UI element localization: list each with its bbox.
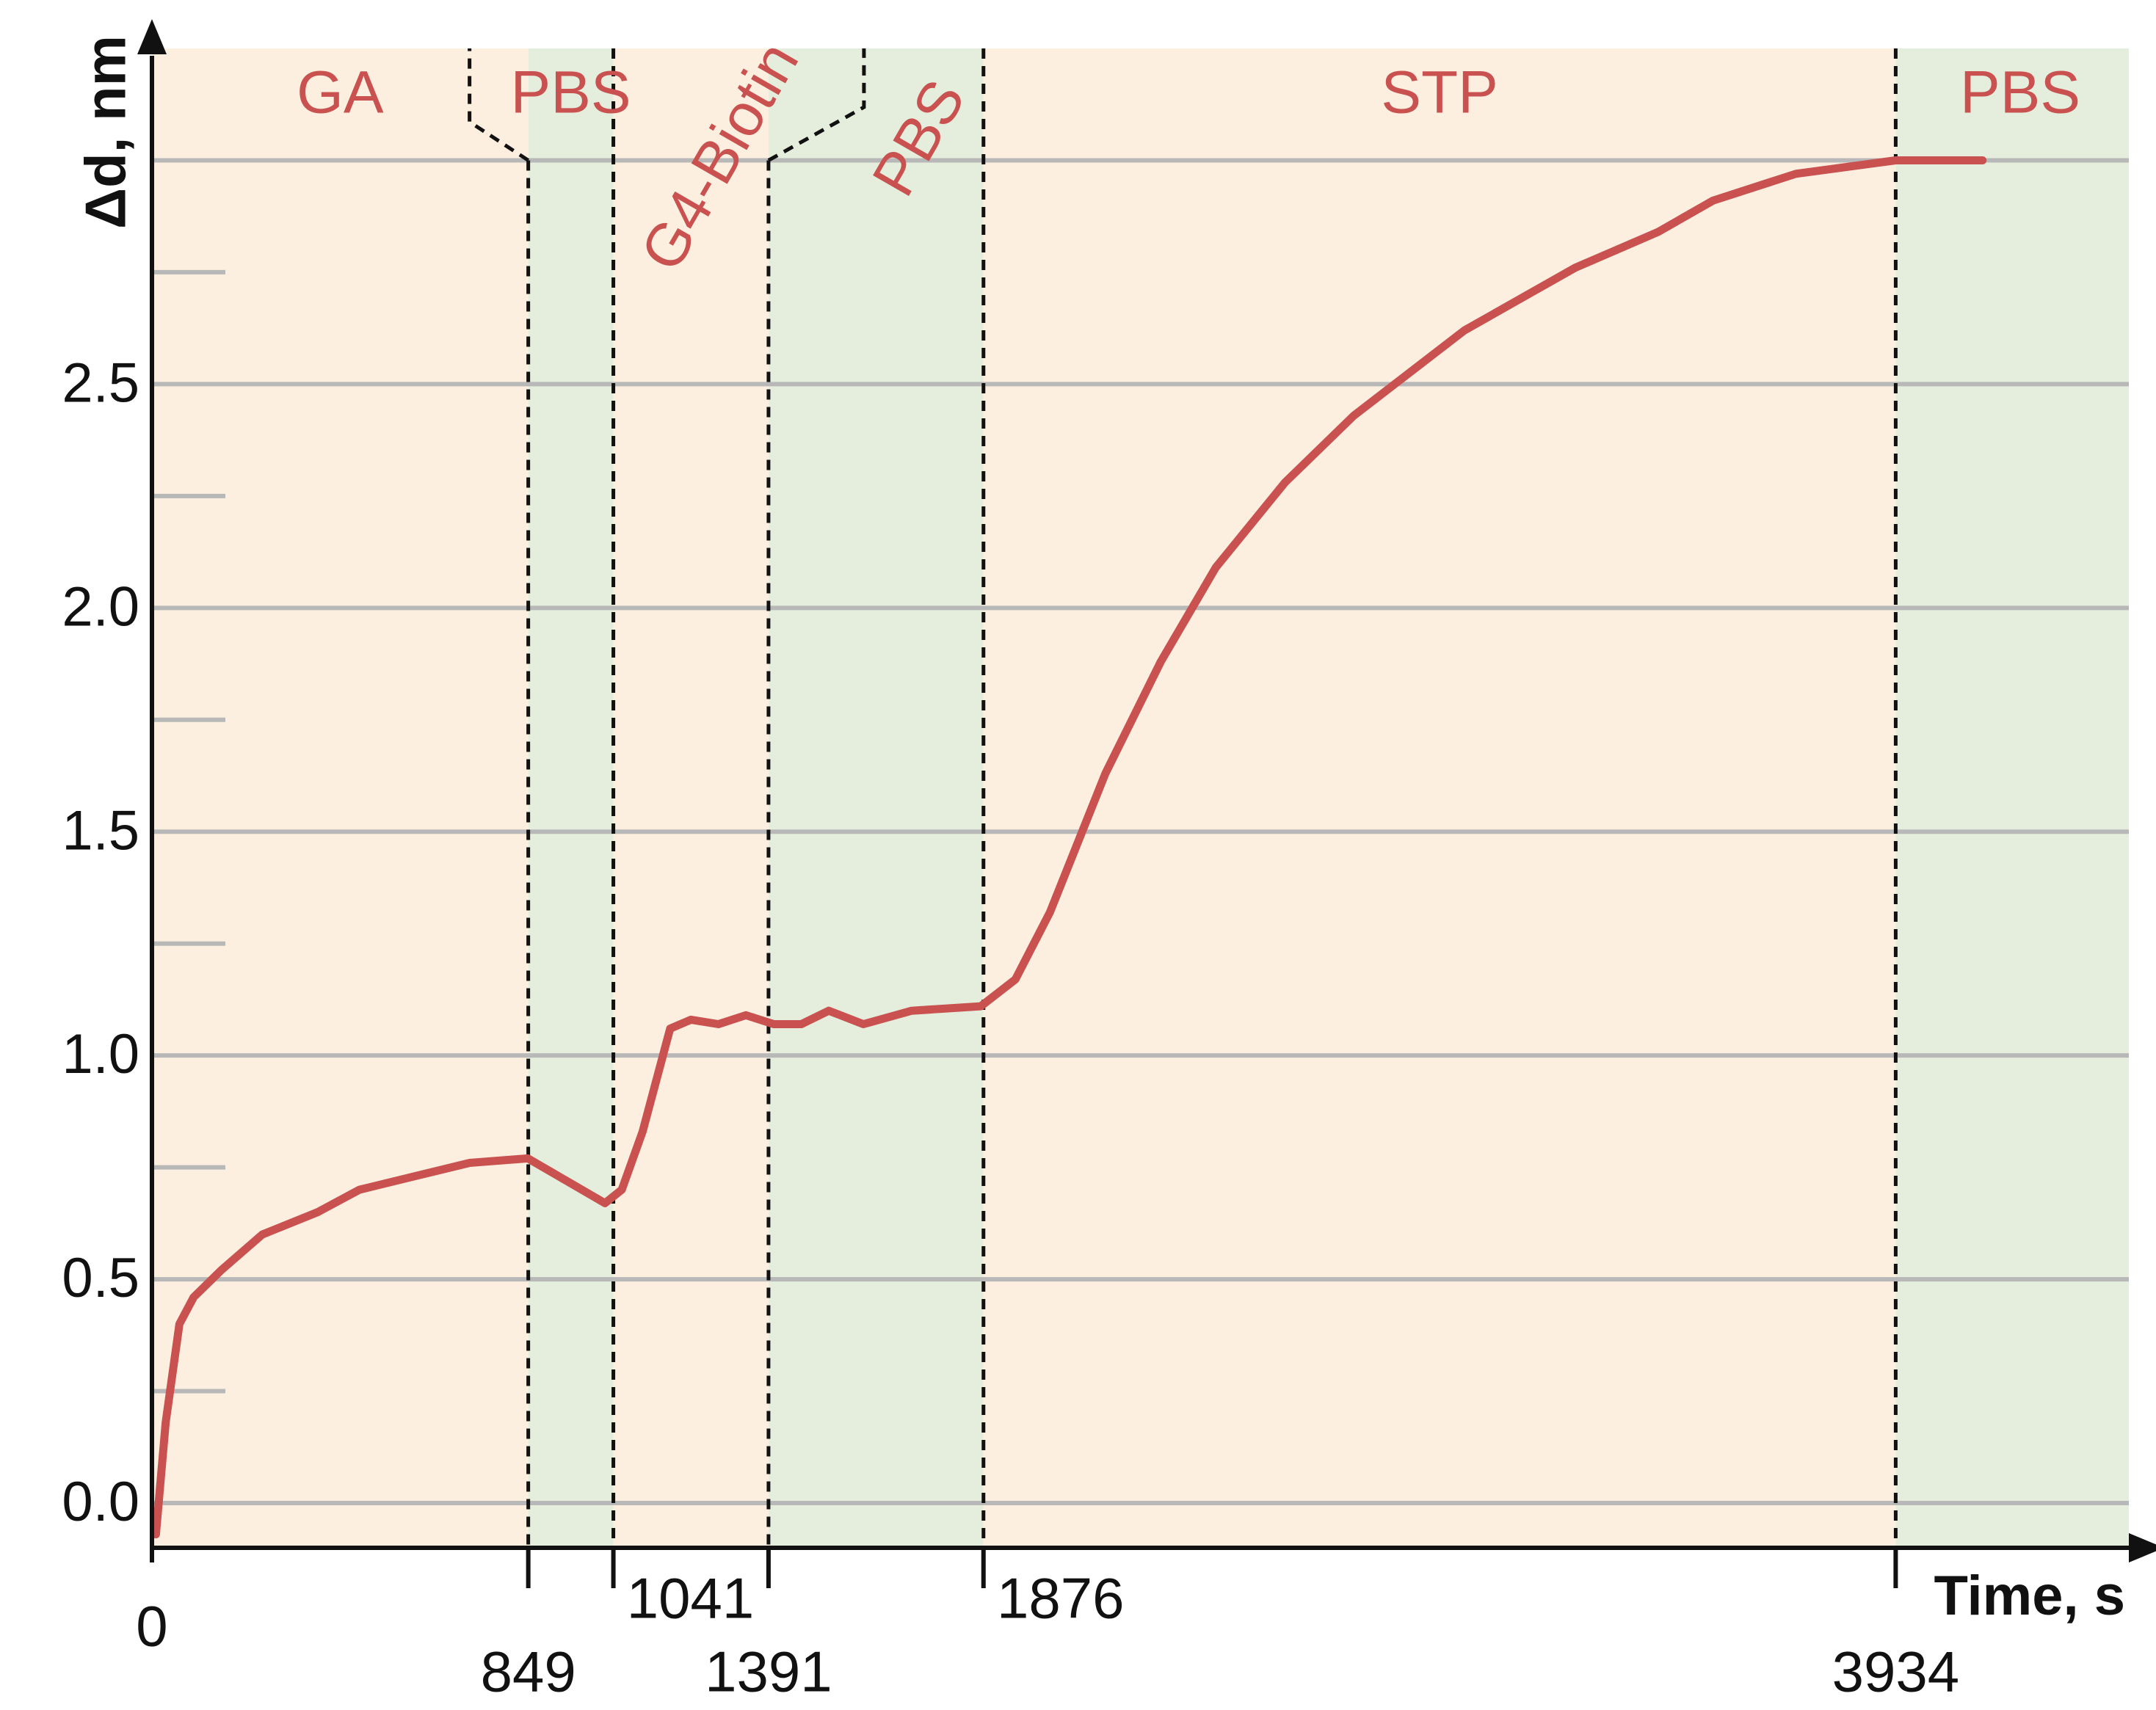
phase-label: PBS [1960, 59, 2080, 126]
y-tick-label: 2.5 [62, 352, 139, 414]
y-tick-label: 1.0 [62, 1023, 139, 1085]
x-tick-label: 0 [136, 1594, 167, 1659]
phase-region [983, 48, 1896, 1548]
y-axis-arrow [137, 19, 167, 54]
x-tick-label: 1876 [997, 1566, 1125, 1631]
y-tick-label: 2.0 [62, 575, 139, 638]
y-tick-label: 1.5 [62, 799, 139, 862]
y-tick-label: 0.0 [62, 1471, 139, 1533]
phase-region [1895, 48, 2129, 1548]
phase-region [768, 48, 984, 1548]
y-axis-title: Δd, nm [73, 35, 138, 229]
label-bracket [468, 48, 530, 162]
x-tick-label: 3934 [1832, 1640, 1960, 1704]
phase-label: STP [1381, 59, 1498, 126]
x-tick-label: 849 [481, 1640, 576, 1704]
phase-label: PBS [511, 59, 631, 126]
x-tick-label: 1041 [627, 1566, 755, 1631]
x-axis-title: Time, s [1934, 1565, 2125, 1627]
x-tick-label: 1391 [705, 1640, 832, 1704]
x-axis-arrow [2129, 1533, 2156, 1562]
phase-label: GA [297, 59, 384, 126]
phase-region [613, 48, 769, 1548]
y-tick-label: 0.5 [62, 1247, 139, 1309]
data-line [151, 156, 1987, 1539]
phase-region [152, 48, 529, 1548]
phase-region [528, 48, 614, 1548]
label-bracket [767, 48, 866, 162]
